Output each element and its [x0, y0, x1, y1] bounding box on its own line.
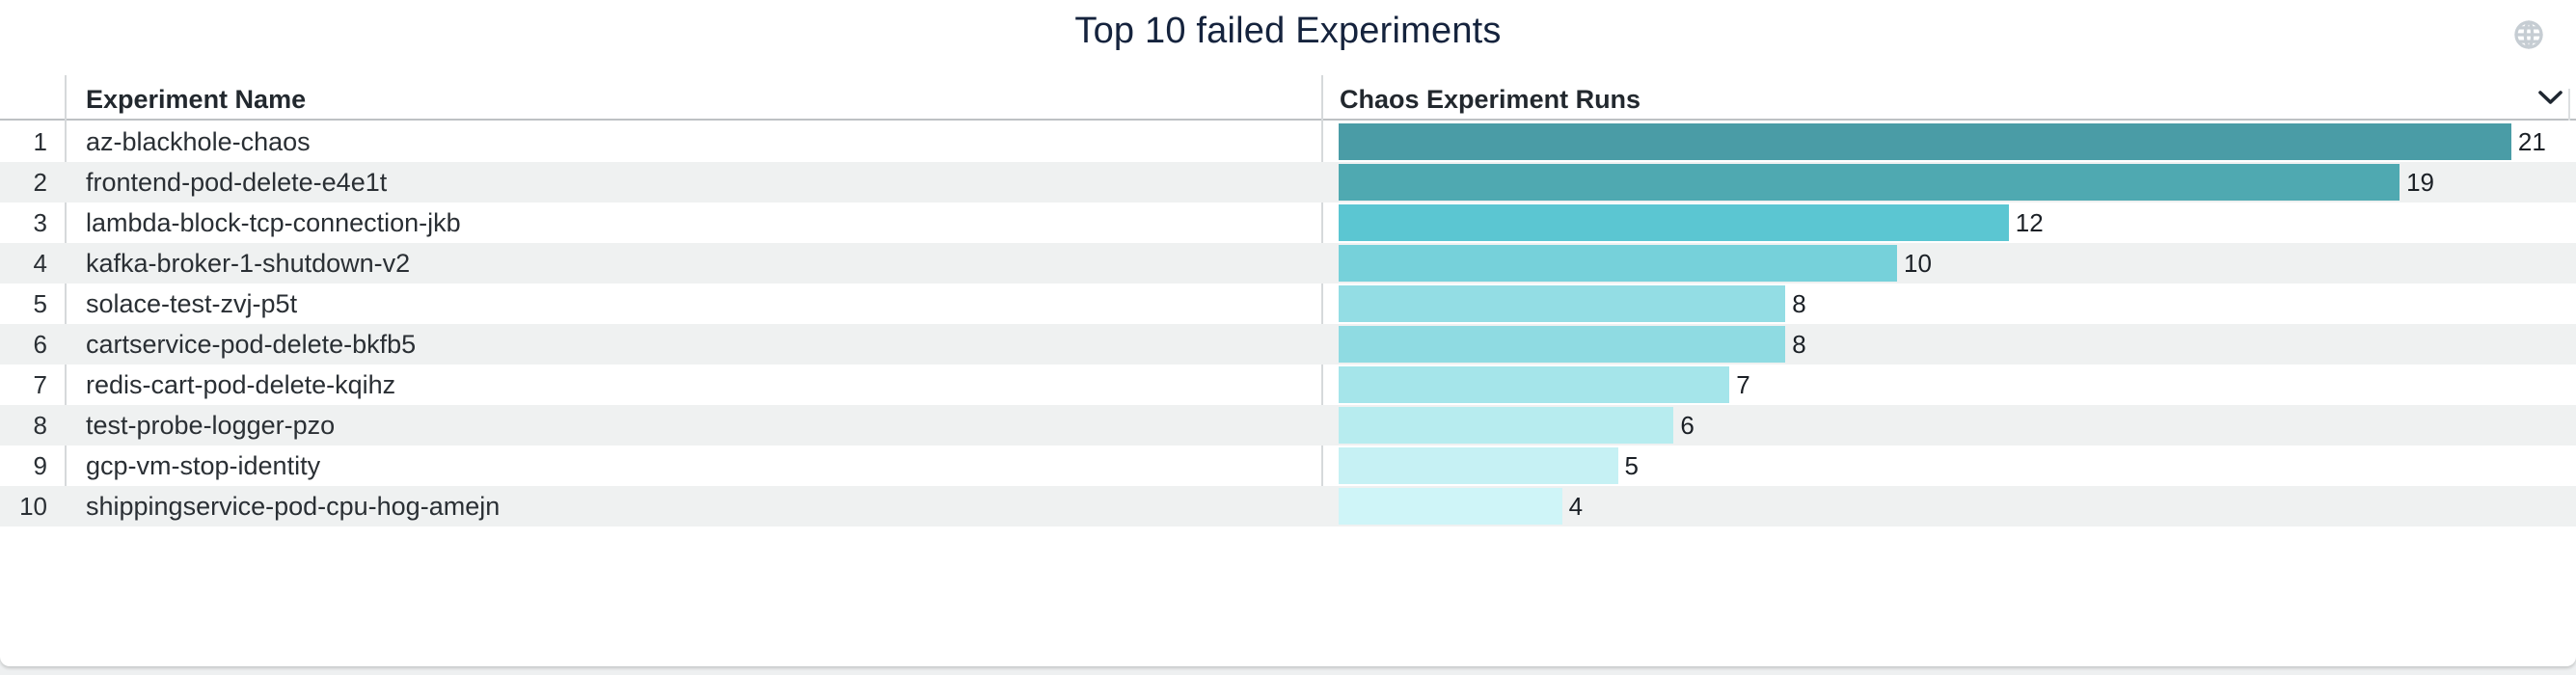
- row-rank: 8: [33, 410, 47, 440]
- header-divider: [0, 119, 2576, 121]
- table-row: 7 redis-cart-pod-delete-kqihz 7: [0, 364, 2576, 405]
- bar-value: 12: [2015, 207, 2044, 237]
- row-rank: 3: [33, 207, 47, 237]
- experiment-name: kafka-broker-1-shutdown-v2: [86, 248, 411, 278]
- table-row: 4 kafka-broker-1-shutdown-v2 10: [0, 243, 2576, 284]
- experiment-name: solace-test-zvj-p5t: [86, 288, 298, 318]
- table-row: 10 shippingservice-pod-cpu-hog-amejn 4: [0, 486, 2576, 526]
- bar-value: 19: [2406, 167, 2435, 197]
- column-divider-runs: [1321, 75, 1323, 526]
- bar: [1339, 488, 1562, 525]
- bar-value: 7: [1736, 369, 1750, 399]
- row-rank: 4: [33, 248, 47, 278]
- panel-title: Top 10 failed Experiments: [1074, 11, 1502, 51]
- bar-cell: 6: [1322, 405, 2576, 446]
- bar-cell: 21: [1322, 122, 2576, 162]
- bar-cell: 12: [1322, 202, 2576, 243]
- chevron-down-icon[interactable]: [2537, 90, 2563, 112]
- bar: [1339, 326, 1786, 363]
- bar-value: 10: [1904, 248, 1932, 278]
- bar-value: 21: [2517, 126, 2546, 156]
- bar: [1339, 366, 1730, 403]
- bar: [1339, 164, 2400, 201]
- row-rank: 2: [33, 167, 47, 197]
- table-row: 9 gcp-vm-stop-identity 5: [0, 446, 2576, 486]
- bar: [1339, 123, 2511, 160]
- table-row: 5 solace-test-zvj-p5t 8: [0, 284, 2576, 324]
- bar-cell: 8: [1322, 324, 2576, 364]
- column-divider-right: [2568, 89, 2570, 121]
- bar-cell: 5: [1322, 446, 2576, 486]
- row-rank: 10: [19, 491, 47, 521]
- column-header-experiment-name: Experiment Name: [86, 85, 307, 114]
- row-rank: 7: [33, 369, 47, 399]
- bar: [1339, 447, 1618, 484]
- bar-value: 6: [1680, 410, 1695, 440]
- bar: [1339, 407, 1674, 444]
- experiment-name: shippingservice-pod-cpu-hog-amejn: [86, 491, 501, 521]
- bar: [1339, 245, 1897, 282]
- bar-cell: 19: [1322, 162, 2576, 202]
- bar-cell: 4: [1322, 486, 2576, 526]
- table-row: 1 az-blackhole-chaos 21: [0, 122, 2576, 162]
- table-row: 3 lambda-block-tcp-connection-jkb 12: [0, 202, 2576, 243]
- row-rank: 6: [33, 329, 47, 359]
- bar: [1339, 285, 1786, 322]
- row-rank: 9: [33, 450, 47, 480]
- experiment-name: lambda-block-tcp-connection-jkb: [86, 207, 461, 237]
- bar-cell: 10: [1322, 243, 2576, 284]
- row-rank: 5: [33, 288, 47, 318]
- table-row: 6 cartservice-pod-delete-bkfb5 8: [0, 324, 2576, 364]
- bar-cell: 8: [1322, 284, 2576, 324]
- experiment-name: frontend-pod-delete-e4e1t: [86, 167, 388, 197]
- table-body: 1 az-blackhole-chaos 21 2 frontend-pod-d…: [0, 122, 2576, 526]
- bar-value: 4: [1568, 491, 1584, 521]
- bar-value: 8: [1792, 329, 1806, 359]
- column-divider-rank: [65, 75, 67, 526]
- experiment-name: redis-cart-pod-delete-kqihz: [86, 369, 396, 399]
- table-row: 8 test-probe-logger-pzo 6: [0, 405, 2576, 446]
- column-header-chaos-experiment-runs: Chaos Experiment Runs: [1340, 85, 1641, 114]
- experiment-name: cartservice-pod-delete-bkfb5: [86, 329, 417, 359]
- bar-cell: 7: [1322, 364, 2576, 405]
- experiment-name: gcp-vm-stop-identity: [86, 450, 321, 480]
- bar: [1339, 204, 2009, 241]
- bar-value: 8: [1792, 288, 1806, 318]
- table-row: 2 frontend-pod-delete-e4e1t 19: [0, 162, 2576, 202]
- row-rank: 1: [33, 126, 47, 156]
- experiment-name: test-probe-logger-pzo: [86, 410, 336, 440]
- globe-icon[interactable]: [2512, 18, 2545, 51]
- bar-value: 5: [1624, 450, 1639, 480]
- experiment-name: az-blackhole-chaos: [86, 126, 311, 156]
